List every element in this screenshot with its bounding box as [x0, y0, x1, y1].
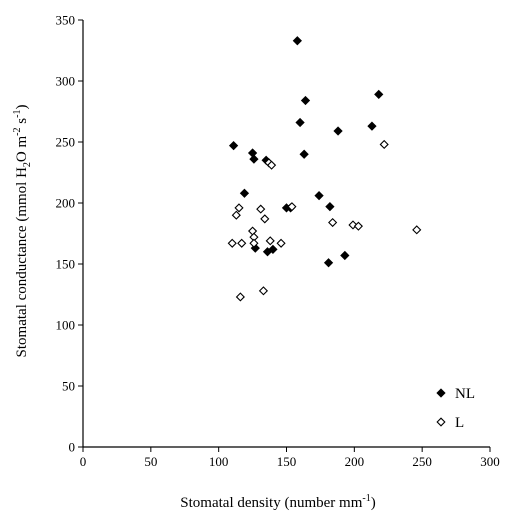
y-tick-label: 150 — [56, 257, 76, 272]
x-tick-label: 100 — [209, 454, 229, 469]
legend: NL L — [436, 386, 475, 431]
data-point-l — [348, 220, 358, 230]
axis-ticks: 0 50 100 150 200 250 300 0 50 100 150 200 250 300 350 — [56, 13, 500, 470]
y-tick-label: 100 — [56, 318, 76, 333]
data-point-l — [227, 238, 237, 248]
data-point-nl — [374, 89, 384, 100]
data-point-l — [248, 226, 258, 236]
data-point-l — [266, 160, 277, 170]
data-point-l — [353, 221, 363, 231]
data-point-nl — [295, 117, 305, 128]
data-point-l — [249, 238, 259, 248]
data-point-l — [412, 225, 422, 235]
y-tick-label: 300 — [56, 74, 76, 89]
data-point-nl — [239, 188, 250, 198]
y-tick-label: 50 — [62, 379, 75, 394]
x-tick-label: 150 — [277, 454, 297, 469]
data-point-nl — [300, 95, 311, 106]
data-point-l — [235, 292, 245, 302]
data-point-l — [258, 286, 269, 296]
data-point-l — [260, 214, 270, 224]
data-point-nl — [268, 244, 278, 254]
data-point-nl — [323, 258, 334, 268]
data-point-l — [234, 203, 244, 213]
data-point-l — [328, 217, 338, 228]
data-point-nl — [299, 149, 309, 159]
data-point-l — [231, 210, 241, 220]
legend-item-l: L — [436, 415, 464, 431]
x-tick-label: 250 — [412, 454, 432, 469]
data-point-l — [265, 236, 275, 246]
data-point-l — [256, 204, 266, 214]
data-point-nl — [367, 121, 377, 131]
x-tick-label: 300 — [480, 454, 500, 469]
data-point-l — [379, 139, 389, 150]
x-tick-label: 0 — [80, 454, 87, 469]
data-points — [227, 36, 422, 302]
legend-label-l: L — [455, 415, 464, 431]
x-tick-label: 50 — [144, 454, 157, 469]
data-point-nl — [314, 191, 324, 201]
y-tick-label: 350 — [56, 13, 76, 28]
y-tick-label: 0 — [69, 440, 76, 455]
y-tick-label: 200 — [56, 196, 76, 211]
y-axis-label: Stomatal conductance (mmol H2O m-2 s-1) — [12, 105, 33, 358]
data-point-nl — [325, 202, 335, 212]
data-point-nl — [292, 36, 302, 46]
x-tick-label: 200 — [345, 454, 365, 469]
data-point-nl — [333, 126, 343, 136]
legend-marker-nl — [436, 388, 446, 398]
data-point-l — [276, 238, 286, 248]
data-point-l — [237, 238, 247, 248]
data-point-nl — [340, 250, 350, 261]
data-point-nl — [249, 154, 259, 164]
x-axis-label: Stomatal density (number mm-1) — [180, 493, 375, 511]
y-tick-label: 250 — [56, 135, 76, 150]
legend-marker-l — [436, 417, 446, 427]
data-point-l — [287, 202, 297, 212]
legend-item-nl: NL — [436, 386, 475, 402]
data-point-nl — [228, 141, 239, 151]
axes — [82, 20, 490, 448]
legend-label-nl: NL — [455, 386, 475, 402]
